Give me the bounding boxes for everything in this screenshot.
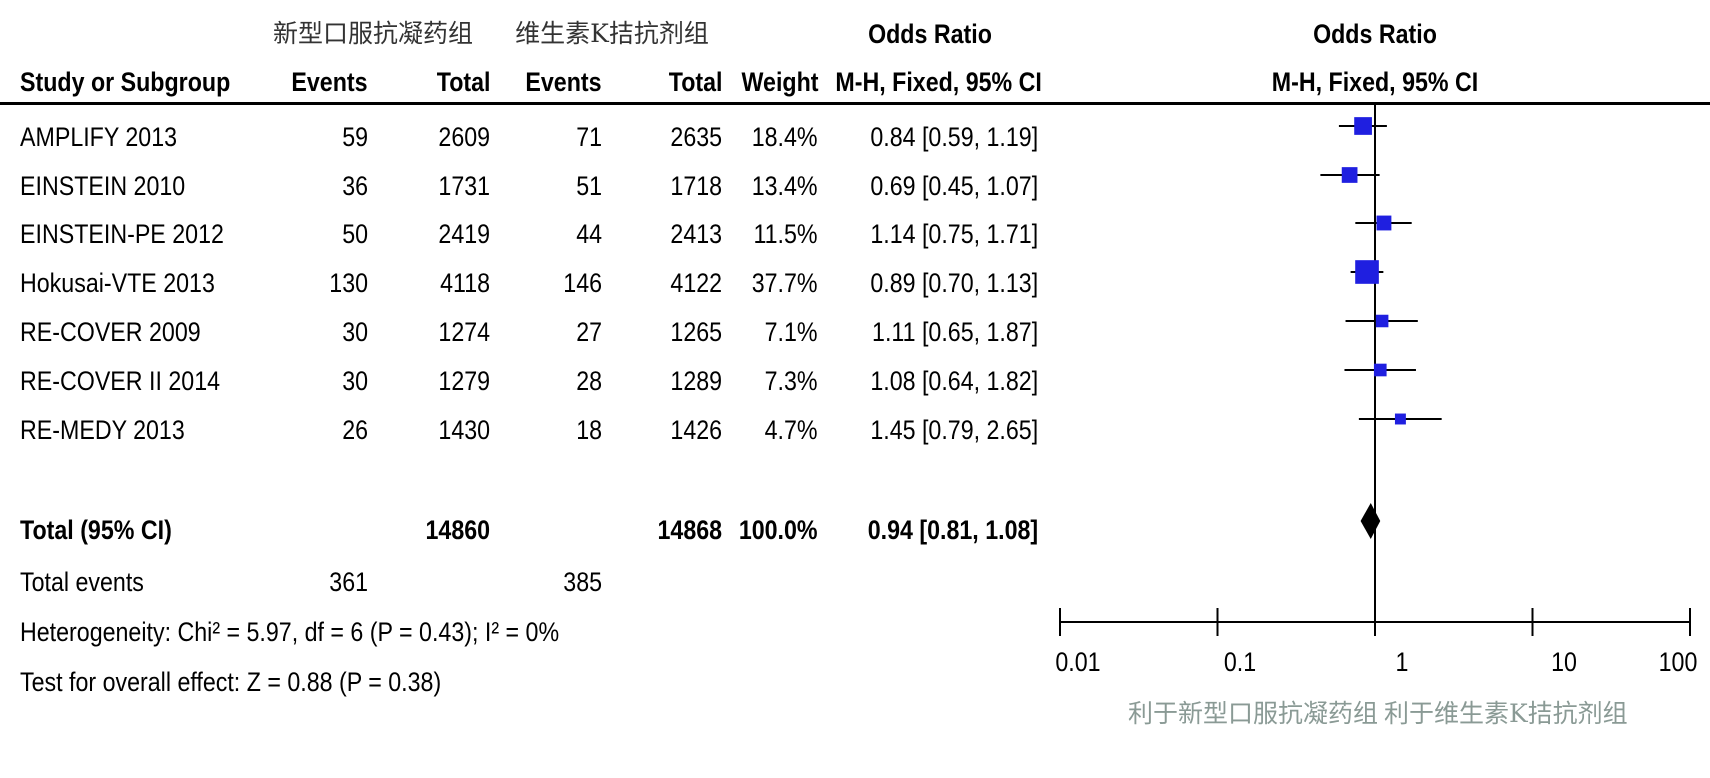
col-header-total-ctl: Total — [668, 67, 722, 97]
col-header-events-ctl: Events — [525, 67, 602, 97]
total-exp: 2609 — [438, 122, 490, 152]
header-rule — [0, 102, 1710, 105]
events-exp: 30 — [342, 317, 368, 347]
total-odds-ratio-ci: 0.94 [0.81, 1.08] — [867, 515, 1038, 545]
odds-ratio-title-table: Odds Ratio — [868, 19, 992, 49]
study-marker — [1341, 167, 1358, 183]
study-name: EINSTEIN 2010 — [20, 171, 186, 201]
col-header-method-table: M-H, Fixed, 95% CI — [835, 67, 1042, 97]
axis-tick-label: 100 — [1658, 647, 1698, 677]
col-header-method-plot: M-H, Fixed, 95% CI — [1271, 67, 1479, 97]
col-header-events-exp: Events — [291, 67, 368, 97]
total-ctl: 1426 — [670, 415, 722, 445]
events-exp: 26 — [342, 415, 368, 445]
total-exp: 2419 — [438, 219, 490, 249]
group-header-control: 维生素K拮抗剂组 — [515, 19, 709, 48]
events-exp: 130 — [329, 268, 368, 298]
study-name: RE-MEDY 2013 — [20, 415, 185, 445]
heterogeneity-stat: Heterogeneity: Chi² = 5.97, df = 6 (P = … — [20, 617, 560, 647]
col-header-weight: Weight — [741, 67, 818, 97]
study-name: AMPLIFY 2013 — [20, 122, 178, 152]
odds-ratio-ci: 1.11 [0.65, 1.87] — [871, 317, 1038, 347]
events-ctl: 18 — [576, 415, 602, 445]
total-exp: 14860 — [425, 515, 490, 545]
total-exp: 1731 — [438, 171, 490, 201]
total-events-exp: 361 — [329, 567, 368, 597]
weight: 13.4% — [752, 171, 818, 201]
events-ctl: 27 — [576, 317, 602, 347]
total-ctl: 2413 — [670, 219, 722, 249]
total-ctl: 1289 — [670, 366, 722, 396]
study-name: EINSTEIN-PE 2012 — [20, 219, 224, 249]
total-weight: 100.0% — [739, 515, 818, 545]
weight: 37.7% — [752, 268, 818, 298]
odds-ratio-ci: 1.45 [0.79, 2.65] — [870, 415, 1038, 445]
total-events-ctl: 385 — [563, 567, 602, 597]
total-ctl: 1718 — [670, 171, 722, 201]
study-name: RE-COVER 2009 — [20, 317, 201, 347]
axis-tick-label: 0.01 — [1055, 647, 1101, 677]
col-header-total-exp: Total — [436, 67, 490, 97]
study-marker — [1373, 363, 1387, 377]
odds-ratio-ci: 1.14 [0.75, 1.71] — [870, 219, 1038, 249]
total-events-label: Total events — [20, 567, 144, 597]
events-exp: 36 — [342, 171, 368, 201]
study-name: RE-COVER II 2014 — [20, 366, 221, 396]
weight: 7.1% — [765, 317, 818, 347]
weight: 11.5% — [753, 219, 818, 249]
odds-ratio-ci: 0.84 [0.59, 1.19] — [870, 122, 1038, 152]
odds-ratio-title-plot: Odds Ratio — [1313, 19, 1437, 49]
total-exp: 4118 — [440, 268, 490, 298]
study-marker — [1354, 117, 1372, 135]
events-ctl: 71 — [576, 122, 602, 152]
total-ctl: 1265 — [670, 317, 722, 347]
study-marker — [1376, 215, 1392, 231]
summary-diamond — [1360, 503, 1381, 539]
events-ctl: 51 — [576, 171, 602, 201]
axis-tick-label: 10 — [1551, 647, 1577, 677]
events-exp: 30 — [342, 366, 368, 396]
study-marker — [1375, 314, 1389, 328]
total-ctl: 4122 — [670, 268, 722, 298]
study-marker — [1394, 413, 1406, 425]
weight: 7.3% — [765, 366, 818, 396]
total-exp: 1430 — [438, 415, 490, 445]
overall-effect-stat: Test for overall effect: Z = 0.88 (P = 0… — [20, 667, 442, 697]
events-ctl: 28 — [576, 366, 602, 396]
odds-ratio-ci: 0.89 [0.70, 1.13] — [870, 268, 1038, 298]
events-ctl: 44 — [576, 219, 602, 249]
study-marker — [1355, 260, 1379, 284]
col-header-study: Study or Subgroup — [20, 67, 231, 97]
total-exp: 1274 — [438, 317, 490, 347]
study-name: Hokusai-VTE 2013 — [20, 268, 215, 298]
events-ctl: 146 — [563, 268, 602, 298]
total-exp: 1279 — [438, 366, 490, 396]
events-exp: 50 — [342, 219, 368, 249]
total-ctl: 14868 — [657, 515, 722, 545]
weight: 4.7% — [765, 415, 818, 445]
weight: 18.4% — [752, 122, 818, 152]
odds-ratio-ci: 0.69 [0.45, 1.07] — [870, 171, 1038, 201]
total-ctl: 2635 — [670, 122, 722, 152]
axis-tick-label: 1 — [1395, 647, 1409, 677]
total-label: Total (95% CI) — [20, 515, 172, 545]
axis-tick-label: 0.1 — [1223, 647, 1257, 677]
favours-experimental-label: 利于新型口服抗凝药组 — [1128, 699, 1379, 728]
odds-ratio-ci: 1.08 [0.64, 1.82] — [870, 366, 1038, 396]
favours-control-label: 利于维生素K拮抗剂组 — [1384, 699, 1628, 728]
events-exp: 59 — [342, 122, 368, 152]
group-header-experimental: 新型口服抗凝药组 — [272, 19, 473, 48]
